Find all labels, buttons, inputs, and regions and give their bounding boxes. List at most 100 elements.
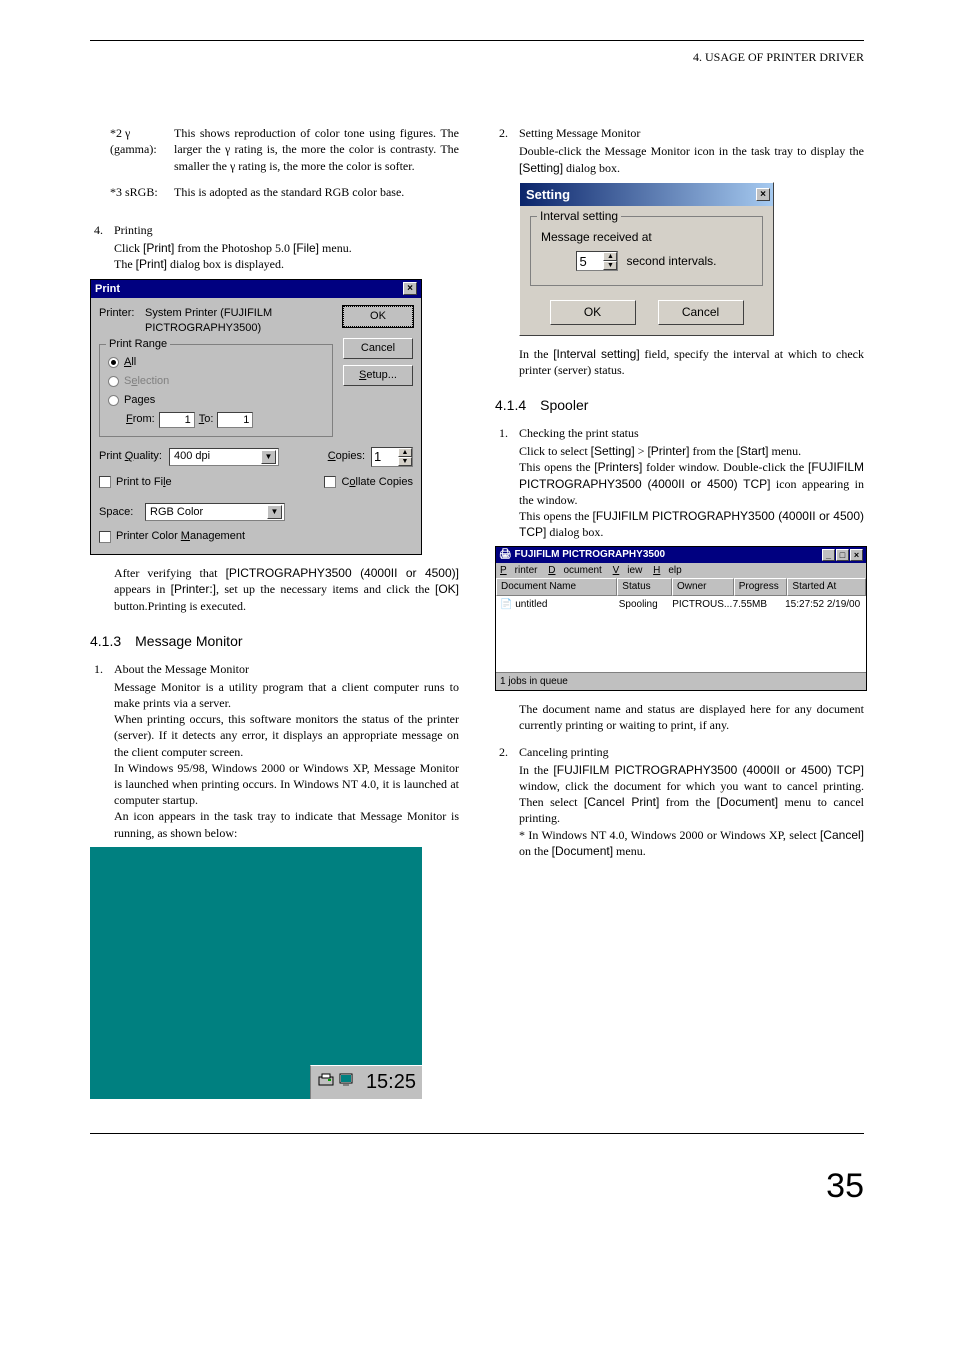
spooler-menubar[interactable]: Printer Document View Help: [496, 563, 866, 579]
close-icon[interactable]: ×: [850, 549, 863, 561]
monitor-icon: [338, 1072, 356, 1088]
mm-item-2: 2. Setting Message Monitor: [495, 125, 864, 141]
msg-received-label: Message received at: [541, 229, 752, 245]
mm-p3: In Windows 95/98, Windows 2000 or Window…: [114, 760, 459, 809]
mm-item-2-text: Double-click the Message Monitor icon in…: [519, 143, 864, 175]
col-started[interactable]: Started At: [787, 578, 866, 596]
spooler-statusbar: 1 jobs in queue: [496, 672, 866, 691]
note-srgb-key: *3 sRGB:: [90, 184, 174, 200]
to-label: To:: [199, 412, 214, 427]
chevron-down-icon[interactable]: ▼: [398, 457, 412, 466]
mm-p1: Message Monitor is a utility program tha…: [114, 679, 459, 711]
print-to-file-label: Print to File: [116, 475, 172, 490]
cancel-button[interactable]: Cancel: [658, 300, 744, 324]
ok-button[interactable]: OK: [343, 306, 413, 327]
cell-progress: 7.55MB: [733, 598, 786, 612]
radio-selection: Selection: [108, 374, 324, 389]
print-range-legend: Print Range: [106, 337, 170, 352]
note-gamma-key: *2 γ (gamma):: [90, 125, 174, 174]
space-select[interactable]: RGB Color ▼: [145, 503, 285, 521]
radio-pages[interactable]: Pages: [108, 393, 324, 408]
cell-doc: 📄 untitled: [500, 598, 619, 612]
col-owner[interactable]: Owner: [672, 578, 734, 596]
print-dialog: Print × Printer: System Printer (FUJIFIL…: [90, 279, 422, 556]
spool-l3: This opens the [FUJIFILM PICTROGRAPHY350…: [519, 508, 864, 540]
copies-label: Copies:: [328, 449, 365, 464]
spool-l1: Click to select [Setting] > [Printer] fr…: [519, 443, 864, 459]
ok-button[interactable]: OK: [550, 300, 636, 324]
spooler-headers: Document Name Status Owner Progress Star…: [496, 578, 866, 596]
note-gamma-val: This shows reproduction of color tone us…: [174, 125, 459, 174]
chevron-up-icon[interactable]: ▲: [603, 252, 617, 261]
chevron-down-icon: ▼: [261, 450, 276, 464]
header-section: 4. USAGE OF PRINTER DRIVER: [90, 49, 864, 65]
after-spool-text: The document name and status are display…: [519, 701, 864, 733]
col-status[interactable]: Status: [617, 578, 672, 596]
tray-clock: 15:25: [366, 1069, 416, 1096]
list-item[interactable]: 📄 untitled Spooling PICTROUS... 7.55MB 1…: [500, 598, 862, 612]
menu-document: Document: [548, 565, 602, 576]
step-4-printing: 4. Printing: [90, 222, 459, 238]
cancel-button[interactable]: Cancel: [343, 338, 413, 359]
pcm-checkbox[interactable]: [99, 531, 111, 543]
interval-legend: Interval setting: [537, 208, 621, 224]
space-label: Space:: [99, 505, 145, 520]
print-quality-select[interactable]: 400 dpi ▼: [169, 448, 279, 466]
chevron-down-icon[interactable]: ▼: [603, 261, 617, 270]
step-4-num: 4.: [90, 222, 114, 238]
note-gamma: *2 γ (gamma): This shows reproduction of…: [90, 125, 459, 174]
spooler-window: 🖨 FUJIFILM PICTROGRAPHY3500 _ □ × Printe…: [495, 546, 867, 691]
note-srgb-val: This is adopted as the standard RGB colo…: [174, 184, 459, 200]
print-to-file-checkbox[interactable]: [99, 476, 111, 488]
section-413: 4.1.3Message Monitor: [90, 632, 459, 651]
menu-help: Help: [653, 565, 682, 576]
cancel-item: 2. Canceling printing: [495, 744, 864, 760]
copies-stepper[interactable]: ▲▼: [371, 447, 413, 467]
maximize-icon[interactable]: □: [836, 549, 849, 561]
after-setting-text: In the [Interval setting] field, specify…: [519, 346, 864, 378]
cell-started: 15:27:52 2/19/00: [785, 598, 862, 612]
col-doc[interactable]: Document Name: [496, 578, 617, 596]
mm-p4: An icon appears in the task tray to indi…: [114, 808, 459, 840]
interval-stepper[interactable]: ▲▼: [576, 251, 618, 271]
radio-all[interactable]: All: [108, 355, 324, 370]
collate-checkbox[interactable]: [324, 476, 336, 488]
step-4-title: Printing: [114, 222, 459, 238]
after-print-text: After verifying that [PICTROGRAPHY3500 (…: [114, 565, 459, 614]
setting-dialog: Setting × Interval setting Message recei…: [519, 182, 774, 336]
menu-printer: Printer: [500, 565, 537, 576]
col-progress[interactable]: Progress: [734, 578, 788, 596]
step-4-line1: Click [Print] from the Photoshop 5.0 [Fi…: [114, 240, 459, 256]
left-column: *2 γ (gamma): This shows reproduction of…: [90, 125, 459, 1109]
printer-icon: [317, 1072, 335, 1088]
from-label: From:: [126, 412, 155, 427]
setting-title: Setting: [526, 186, 570, 204]
print-dialog-titlebar: Print ×: [91, 280, 421, 299]
setup-button[interactable]: Setup...: [343, 365, 413, 386]
from-input[interactable]: [159, 412, 195, 428]
minimize-icon[interactable]: _: [822, 549, 835, 561]
footer-rule: [90, 1133, 864, 1134]
chevron-down-icon: ▼: [267, 505, 282, 519]
note-srgb: *3 sRGB: This is adopted as the standard…: [90, 184, 459, 200]
collate-label: Collate Copies: [341, 475, 413, 490]
close-icon[interactable]: ×: [756, 188, 770, 201]
printer-label: Printer:: [99, 306, 145, 321]
spool-l2: This opens the [Printers] folder window.…: [519, 459, 864, 508]
cell-status: Spooling: [619, 598, 673, 612]
print-quality-label: Print Quality:: [99, 449, 169, 464]
step-4-line2: The [Print] dialog box is displayed.: [114, 256, 459, 272]
right-column: 2. Setting Message Monitor Double-click …: [495, 125, 864, 1109]
to-input[interactable]: [217, 412, 253, 428]
pcm-label: Printer Color Management: [116, 529, 245, 544]
print-dialog-title: Print: [95, 282, 120, 297]
cancel-note: * In Windows NT 4.0, Windows 2000 or Win…: [519, 827, 864, 859]
printer-value-2: PICTROGRAPHY3500): [145, 321, 343, 336]
chevron-up-icon[interactable]: ▲: [398, 448, 412, 457]
page-number: 35: [90, 1164, 864, 1210]
menu-view: View: [613, 565, 643, 576]
close-icon[interactable]: ×: [403, 282, 417, 295]
spooler-list: 📄 untitled Spooling PICTROUS... 7.55MB 1…: [496, 596, 866, 672]
desktop-screenshot: 15:25: [90, 847, 422, 1099]
mm-p2: When printing occurs, this software moni…: [114, 711, 459, 760]
